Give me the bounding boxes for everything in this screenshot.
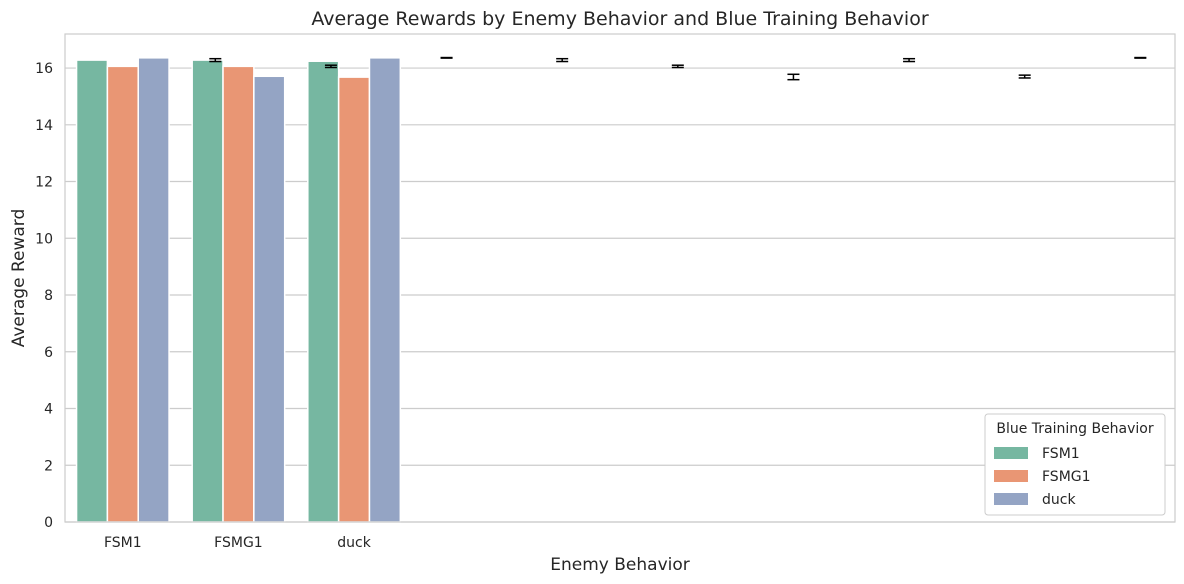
error-bar	[671, 64, 684, 69]
error-bar	[440, 56, 453, 59]
y-tick-labels: 0 2 4 6 8 10 12 14 16	[35, 61, 53, 531]
legend-item: duck	[994, 492, 1076, 508]
error-bar	[1134, 56, 1147, 59]
chart-title: Average Rewards by Enemy Behavior and Bl…	[311, 8, 928, 30]
bar-duck-duck	[368, 57, 402, 523]
legend-label: FSM1	[1042, 446, 1080, 462]
error-bars	[209, 56, 1147, 81]
y-axis-label: Average Reward	[9, 209, 29, 348]
bar-fsm1-fsmg1	[191, 59, 224, 523]
bar-fsm1-fsm1	[75, 59, 109, 523]
legend: Blue Training Behavior FSM1 FSMG1 duck	[984, 413, 1166, 516]
bar-fsmg1-duck	[337, 76, 371, 523]
bar-duck-fsmg1	[253, 75, 286, 523]
legend-item: FSM1	[994, 446, 1080, 462]
legend-label: FSMG1	[1042, 469, 1091, 485]
legend-swatch	[994, 470, 1028, 482]
legend-swatch	[994, 493, 1028, 505]
x-tick-label: FSMG1	[214, 535, 263, 551]
y-tick-label: 14	[35, 118, 53, 134]
plot-area	[64, 33, 1176, 523]
legend-box	[984, 413, 1166, 516]
y-tick-label: 6	[44, 345, 53, 361]
bar-fsmg1-fsm1	[106, 65, 139, 523]
y-tick-label: 4	[44, 402, 53, 418]
legend-item: FSMG1	[994, 469, 1091, 485]
plot-frame	[64, 33, 1176, 523]
x-tick-label: FSM1	[104, 535, 142, 551]
error-bar	[787, 73, 800, 81]
bar-fsm1-duck	[307, 60, 340, 523]
y-tick-label: 12	[35, 175, 53, 191]
y-tick-label: 2	[44, 458, 53, 474]
error-bar	[556, 57, 569, 63]
x-axis-label: Enemy Behavior	[550, 555, 690, 575]
bar-duck-fsm1	[137, 57, 170, 523]
bar-fsmg1-fsmg1	[222, 65, 255, 523]
y-tick-label: 10	[35, 231, 53, 247]
y-tick-label: 0	[44, 515, 53, 531]
legend-label: duck	[1042, 492, 1076, 508]
y-tick-label: 8	[44, 288, 53, 304]
legend-swatch	[994, 447, 1028, 459]
bars	[75, 57, 402, 523]
y-tick-label: 16	[35, 61, 53, 77]
x-tick-labels: FSM1 FSMG1 duck	[104, 535, 372, 551]
legend-title: Blue Training Behavior	[996, 421, 1154, 437]
x-tick-label: duck	[337, 535, 371, 551]
error-bar	[1018, 74, 1031, 79]
error-bar	[324, 64, 337, 69]
error-bar	[209, 57, 222, 63]
legend-items: FSM1 FSMG1 duck	[994, 446, 1091, 508]
error-bar	[903, 57, 916, 63]
